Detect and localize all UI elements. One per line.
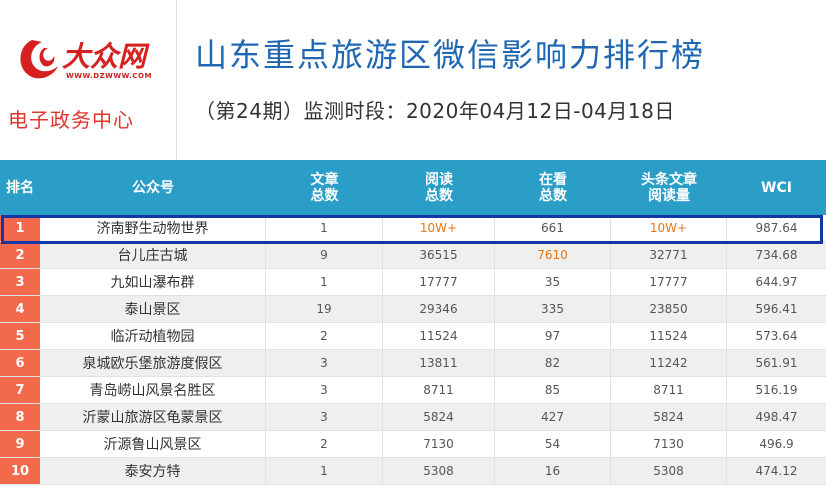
reads-cell: 29346 [383,296,495,322]
account-name-cell: 临沂动植物园 [40,323,266,349]
looks-cell: 35 [495,269,611,295]
logo-panel: 大众网 WWW.DZWWW.COM 电子政务中心 [0,0,177,160]
looks-cell: 427 [495,404,611,430]
header-articles: 文章 总数 [310,171,339,204]
rank-cell: 2 [0,242,40,268]
logo-url: WWW.DZWWW.COM [66,72,152,80]
rank-cell: 3 [0,269,40,295]
wci-cell: 516.19 [755,383,798,397]
articles-cell: 3 [266,404,383,430]
articles-cell: 2 [266,431,383,457]
headline-reads-cell: 11524 [611,323,727,349]
rank-cell: 8 [0,404,40,430]
articles-cell: 3 [266,377,383,403]
account-name-cell: 九如山瀑布群 [40,269,266,295]
account-name-cell: 青岛崂山风景名胜区 [40,377,266,403]
table-header: 排名 公众号 文章 总数 阅读 总数 在看 总数 头条文章 阅读量 WCI [0,160,826,215]
looks-cell: 54 [495,431,611,457]
wci-cell: 496.9 [759,437,794,451]
rank-cell: 4 [0,296,40,322]
headline-reads-cell: 32771 [611,242,727,268]
header-wci: WCI [761,179,792,196]
account-name-cell: 泉城欧乐堡旅游度假区 [40,350,266,376]
looks-cell: 661 [495,215,611,241]
articles-cell: 9 [266,242,383,268]
account-name-cell: 泰安方特 [40,458,266,484]
headline-reads-cell: 17777 [611,269,727,295]
header-name: 公众号 [132,179,174,196]
articles-cell: 19 [266,296,383,322]
wci-cell: 734.68 [755,248,798,262]
table-row: 4 泰山景区 19 29346 335 23850 596.41 [0,296,826,323]
account-name-cell: 沂源鲁山风景区 [40,431,266,457]
wci-cell: 474.12 [755,464,798,478]
rank-cell: 1 [0,215,40,241]
header-rank: 排名 [6,179,34,196]
reads-cell: 8711 [383,377,495,403]
header-headline-reads: 头条文章 阅读量 [641,171,697,204]
header-looks: 在看 总数 [539,171,567,204]
articles-cell: 1 [266,269,383,295]
svg-text:大众网: 大众网 [62,40,150,73]
table-row: 8 沂蒙山旅游区龟蒙景区 3 5824 427 5824 498.47 [0,404,826,431]
wci-cell: 573.64 [755,329,798,343]
table-row: 5 临沂动植物园 2 11524 97 11524 573.64 [0,323,826,350]
looks-cell: 335 [495,296,611,322]
wci-cell: 644.97 [755,275,798,289]
rank-cell: 9 [0,431,40,457]
reads-cell: 10W+ [383,215,495,241]
account-name-cell: 沂蒙山旅游区龟蒙景区 [40,404,266,430]
rank-cell: 5 [0,323,40,349]
rank-cell: 6 [0,350,40,376]
table-row: 3 九如山瀑布群 1 17777 35 17777 644.97 [0,269,826,296]
rank-cell: 10 [0,458,40,484]
headline-reads-cell: 7130 [611,431,727,457]
looks-cell: 82 [495,350,611,376]
table-row: 9 沂源鲁山风景区 2 7130 54 7130 496.9 [0,431,826,458]
looks-cell: 85 [495,377,611,403]
headline-reads-cell: 10W+ [611,215,727,241]
reads-cell: 5308 [383,458,495,484]
dzwww-logo-icon: 大众网 [20,40,150,79]
reads-cell: 5824 [383,404,495,430]
ranking-table: 排名 公众号 文章 总数 阅读 总数 在看 总数 头条文章 阅读量 WCI 1 … [0,160,826,491]
table-row: 6 泉城欧乐堡旅游度假区 3 13811 82 11242 561.91 [0,350,826,377]
headline-reads-cell: 5308 [611,458,727,484]
table-body: 1 济南野生动物世界 1 10W+ 661 10W+ 987.64 2 台儿庄古… [0,215,826,485]
headline-reads-cell: 23850 [611,296,727,322]
articles-cell: 3 [266,350,383,376]
account-name-cell: 济南野生动物世界 [40,215,266,241]
table-row: 7 青岛崂山风景名胜区 3 8711 85 8711 516.19 [0,377,826,404]
looks-cell: 7610 [495,242,611,268]
table-row: 1 济南野生动物世界 1 10W+ 661 10W+ 987.64 [0,215,826,242]
wci-cell: 596.41 [755,302,798,316]
reads-cell: 11524 [383,323,495,349]
reads-cell: 7130 [383,431,495,457]
wci-cell: 987.64 [755,221,798,235]
header-reads: 阅读 总数 [425,171,453,204]
articles-cell: 1 [266,215,383,241]
looks-cell: 16 [495,458,611,484]
reads-cell: 17777 [383,269,495,295]
headline-reads-cell: 8711 [611,377,727,403]
reads-cell: 13811 [383,350,495,376]
reads-cell: 36515 [383,242,495,268]
page-subtitle: （第24期）监测时段：2020年04月12日-04月18日 [195,99,675,123]
looks-cell: 97 [495,323,611,349]
org-name: 电子政务中心 [8,108,134,132]
table-row: 10 泰安方特 1 5308 16 5308 474.12 [0,458,826,485]
headline-reads-cell: 11242 [611,350,727,376]
articles-cell: 1 [266,458,383,484]
wci-cell: 561.91 [755,356,798,370]
wci-cell: 498.47 [755,410,798,424]
headline-reads-cell: 5824 [611,404,727,430]
rank-cell: 7 [0,377,40,403]
account-name-cell: 台儿庄古城 [40,242,266,268]
articles-cell: 2 [266,323,383,349]
page-title: 山东重点旅游区微信影响力排行榜 [195,36,706,74]
page-header: 大众网 WWW.DZWWW.COM 电子政务中心 山东重点旅游区微信影响力排行榜… [0,0,826,160]
table-row: 2 台儿庄古城 9 36515 7610 32771 734.68 [0,242,826,269]
account-name-cell: 泰山景区 [40,296,266,322]
